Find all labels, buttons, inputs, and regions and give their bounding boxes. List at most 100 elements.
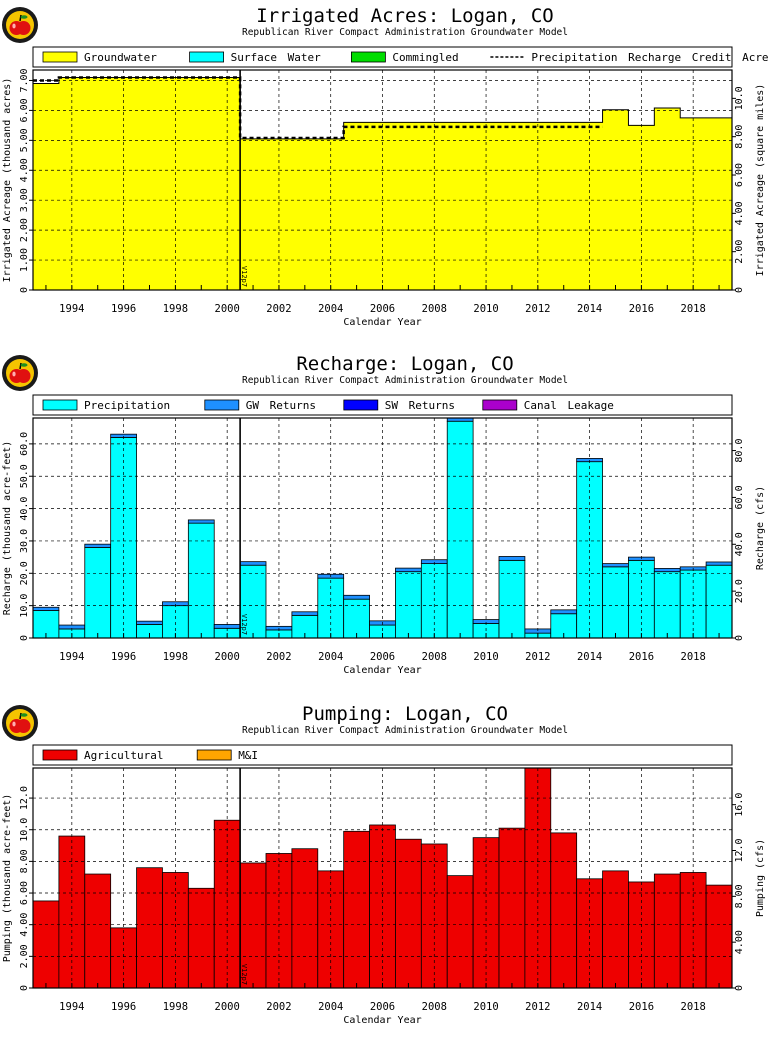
x-tick-label: 2004 [318, 651, 343, 663]
version-marker-label: V12p7 [240, 964, 248, 985]
y-axis-label: Pumping (thousand acre-feet) [2, 794, 13, 963]
x-tick-label: 2012 [525, 1001, 550, 1013]
y-tick-label: 0 [19, 287, 30, 293]
y-ticks-left: 0 10.0 20.0 30.0 40.0 50.0 60.0 [19, 432, 33, 641]
bar-agricultural-2015 [602, 870, 629, 989]
y-tick-label-right: 2.00 [734, 240, 745, 264]
bar-gw-returns-1997 [136, 620, 163, 625]
logo-apple-right [16, 369, 31, 383]
y-tick-label: 10.0 [19, 594, 30, 618]
y-tick-label: 10.0 [19, 818, 30, 842]
apple-logo [2, 7, 38, 43]
bar-agricultural-1997 [136, 867, 163, 989]
x-tick-label: 2008 [422, 1001, 447, 1013]
y-tick-label: 30.0 [19, 529, 30, 553]
y-tick-label-right: 40.0 [734, 532, 745, 556]
y-ticks-right: 0 20.0 40.0 60.0 80.0 [732, 439, 745, 641]
x-tick-label: 1998 [163, 651, 188, 663]
legend-label-precipitation: Precipitation [84, 399, 170, 412]
x-tick-label: 2000 [215, 1001, 240, 1013]
y-tick-label-right: 6.00 [734, 163, 745, 187]
x-tick-label: 1996 [111, 651, 136, 663]
x-tick-label: 1998 [163, 1001, 188, 1013]
y-ticks-right: 0 4.00 8.00 12.0 16.0 [732, 793, 745, 991]
x-tick-label: 2016 [629, 651, 654, 663]
irrigated-acres-panel: Irrigated Acres: Logan, CO Republican Riv… [0, 0, 768, 340]
bar-precipitation-2009 [446, 420, 474, 639]
bar-agricultural-2003 [291, 848, 319, 989]
x-axis-label: Calendar Year [343, 665, 421, 676]
x-axis-label: Calendar Year [343, 317, 421, 328]
chart-title: Pumping: Logan, CO [302, 703, 508, 725]
bar-precipitation-2015 [602, 566, 629, 639]
legend-swatch-commingled [350, 51, 386, 63]
logo-stem [19, 712, 22, 720]
x-ticks: 1994 1996 1998 2000 2002 2004 2006 2008 2010 2012… [45, 633, 720, 663]
y-tick-label-right: 16.0 [734, 793, 745, 817]
y-ticks-left: 0 2.00 4.00 6.00 8.00 10.0 12.0 [19, 786, 33, 991]
x-tick-label: 1998 [163, 303, 188, 315]
y-tick-label-right: 8.00 [734, 884, 745, 908]
y-tick-label-right: 10.0 [734, 86, 745, 110]
y-tick-label-right: 4.00 [734, 201, 745, 225]
x-tick-label: 2010 [473, 651, 498, 663]
legend: Precipitation GW Returns SW Returns Canal L… [32, 394, 733, 416]
bar-gw-returns-2015 [602, 563, 629, 568]
y-tick-label-right: 12.0 [734, 838, 745, 862]
bar-agricultural-2019 [705, 884, 733, 989]
y-tick-label-right: 8.00 [734, 125, 745, 149]
legend-label-surface-water: Surface Water [231, 51, 321, 64]
y-tick-label: 20.0 [19, 561, 30, 585]
x-tick-label: 1994 [59, 651, 84, 663]
x-tick-label: 2008 [422, 651, 447, 663]
bar-gw-returns-2001 [239, 561, 267, 566]
legend-label-canal-leakage: Canal Leakage [524, 399, 614, 412]
x-tick-label: 2004 [318, 303, 343, 315]
legend-label-gw-returns: GW Returns [246, 399, 316, 412]
y-tick-label: 0 [19, 635, 30, 641]
y-tick-label: 5.00 [19, 128, 30, 152]
precipitation-recharge-credit-line [33, 76, 603, 140]
bar-precipitation-1999 [187, 522, 215, 639]
y-tick-label: 6.00 [19, 98, 30, 122]
bar-gw-returns-2013 [550, 609, 578, 615]
y-tick-label-right: 80.0 [734, 439, 745, 463]
bar-agricultural-1993 [32, 900, 60, 989]
y-tick-label: 4.00 [19, 158, 30, 182]
x-tick-label: 2008 [422, 303, 447, 315]
grid [33, 768, 732, 988]
x-tick-label: 1994 [59, 303, 84, 315]
logo-leaf [20, 363, 28, 367]
x-tick-label: 2002 [266, 1001, 291, 1013]
bar-gw-returns-2005 [343, 594, 370, 600]
legend-swatch-sw-returns [343, 399, 379, 411]
x-tick-label: 2006 [370, 1001, 395, 1013]
apple-logo [2, 705, 38, 741]
legend-swatch-m-i [196, 749, 232, 761]
version-marker-label: V12p7 [240, 614, 248, 635]
y-tick-label: 50.0 [19, 464, 30, 488]
y-tick-label: 2.00 [19, 944, 30, 968]
grid [33, 418, 732, 638]
y-tick-label: 40.0 [19, 497, 30, 521]
bar-gw-returns-1999 [187, 519, 215, 524]
apple-logo [2, 355, 38, 391]
x-tick-label: 2014 [577, 651, 602, 663]
y-tick-label: 7.00 [19, 68, 30, 92]
x-tick-label: 2016 [629, 303, 654, 315]
y-tick-label: 12.0 [19, 786, 30, 810]
legend-swatch-agricultural [42, 749, 78, 761]
bar-gw-returns-2007 [395, 567, 422, 573]
x-tick-label: 2002 [266, 651, 291, 663]
logo-stem [19, 362, 22, 370]
logo-apple-right [16, 719, 31, 733]
y-tick-label: 6.00 [19, 881, 30, 905]
bar-agricultural-2011 [498, 827, 526, 989]
legend-swatch-gw-returns [204, 399, 240, 411]
version-marker-label: V12p7 [240, 266, 248, 287]
legend: Agricultural M&I [32, 744, 733, 766]
y-tick-label: 1.00 [19, 248, 30, 272]
y-tick-label: 60.0 [19, 432, 30, 456]
logo-leaf [20, 713, 28, 717]
